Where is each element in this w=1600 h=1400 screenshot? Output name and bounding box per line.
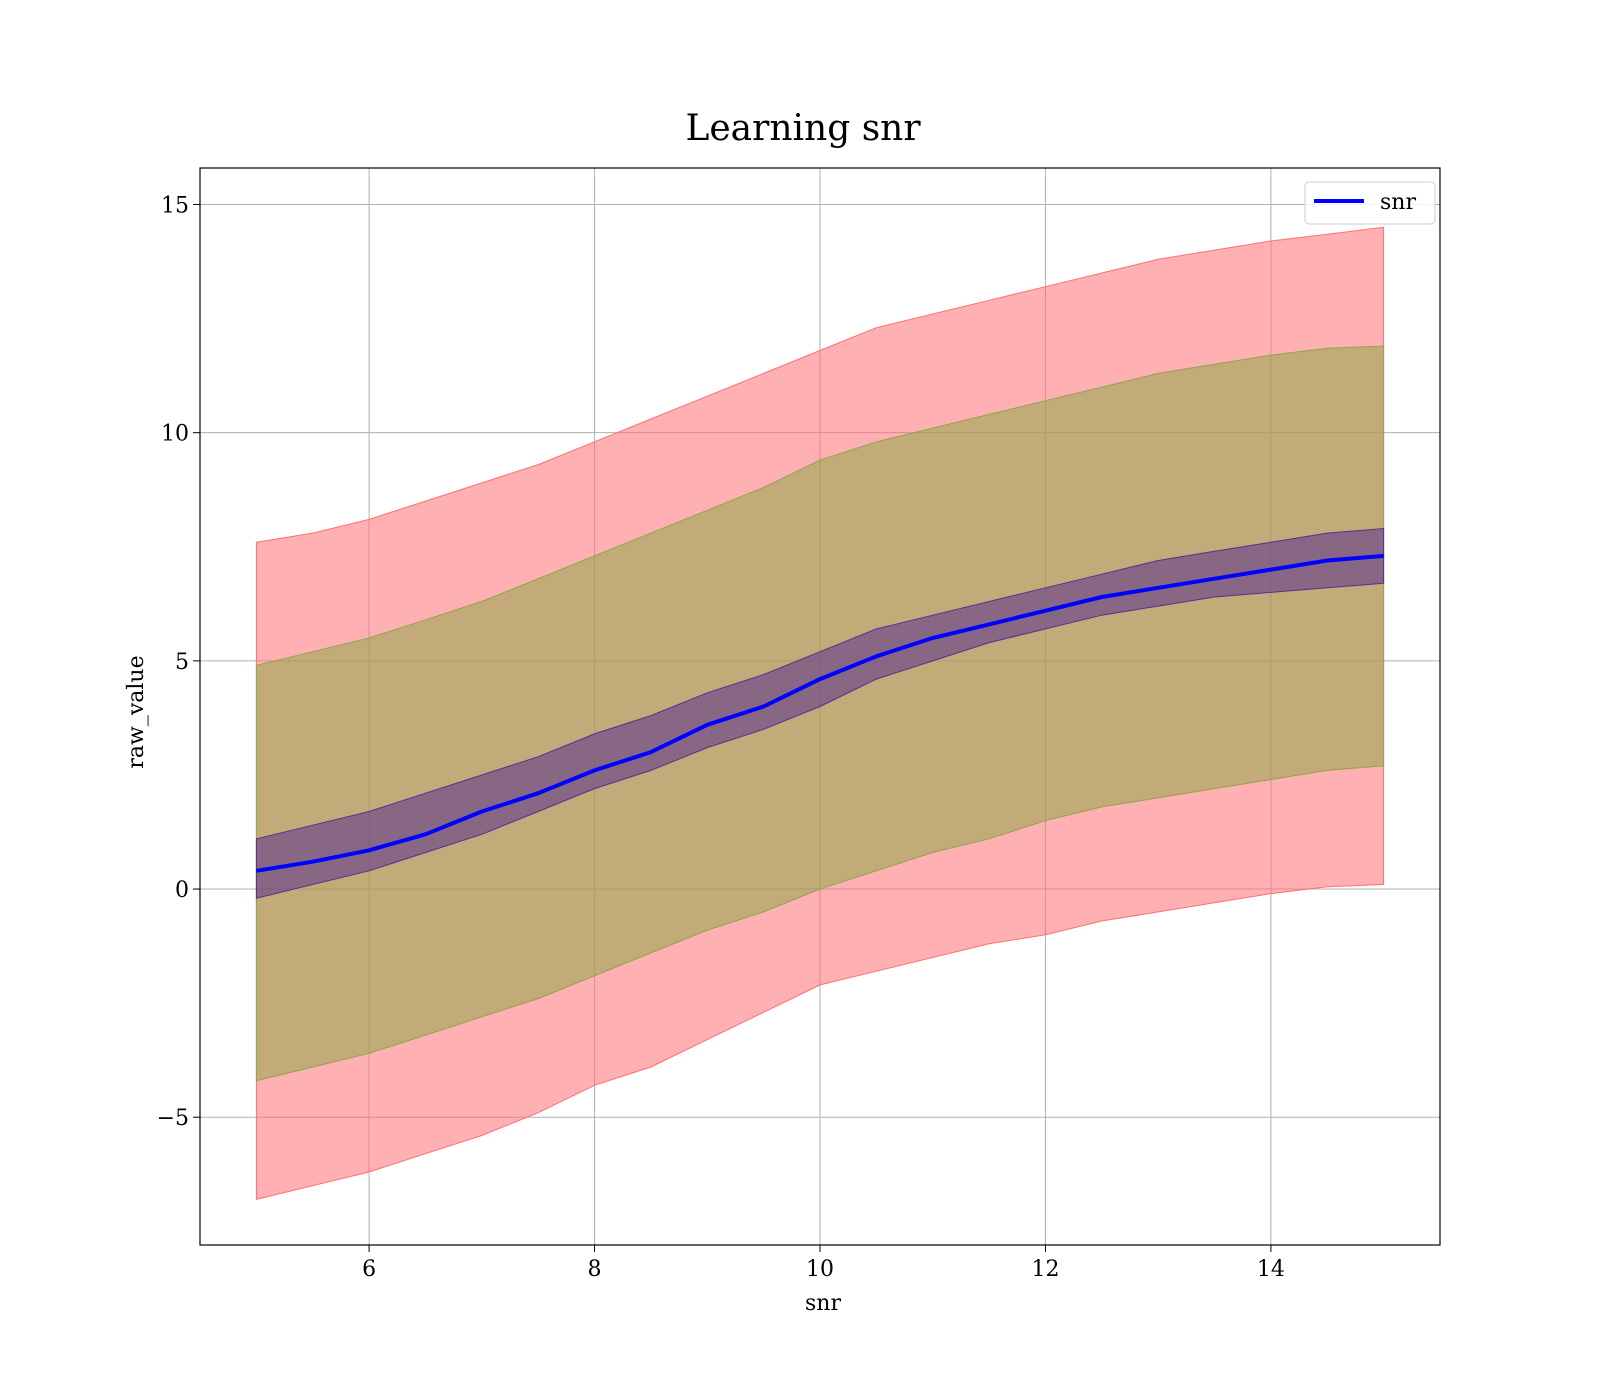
legend-box [1304, 181, 1436, 225]
ticks: 6 8 10 12 14 −5 0 5 10 15 [157, 194, 1285, 1282]
y-axis-label: raw_value [124, 655, 149, 768]
y-tick-label: 0 [175, 878, 189, 903]
legend: snr [1304, 181, 1436, 225]
y-tick-label: 15 [161, 194, 189, 219]
band-inner [255, 527, 1385, 899]
x-axis-label: snr [805, 1291, 841, 1316]
plot-area [199, 167, 1441, 1246]
legend-label-snr: snr [1380, 190, 1416, 215]
x-tick-label: 12 [1031, 1257, 1059, 1282]
x-tick-label: 10 [806, 1257, 834, 1282]
series-line-snr [256, 553, 1384, 873]
x-tick-label: 6 [362, 1257, 376, 1282]
chart-title: Learning snr [685, 108, 921, 149]
x-tick-label: 8 [588, 1257, 602, 1282]
x-tick-label: 14 [1257, 1257, 1285, 1282]
band-middle [255, 345, 1385, 1082]
y-tick-label: 10 [161, 422, 189, 447]
y-tick-label: 5 [175, 650, 189, 675]
y-tick-label: −5 [157, 1106, 189, 1131]
